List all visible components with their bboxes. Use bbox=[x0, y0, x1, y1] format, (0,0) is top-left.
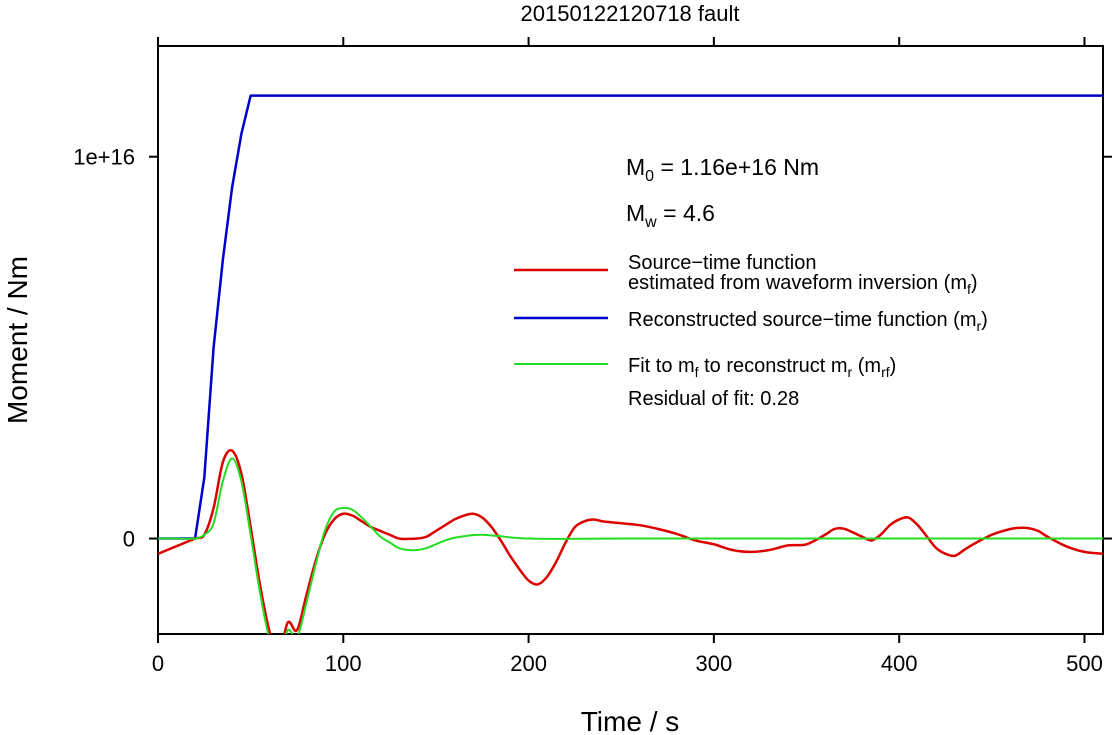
ticks: 0 100 200 300 400 500 0 1e+16 bbox=[73, 37, 1112, 676]
series-line-1 bbox=[158, 449, 1103, 634]
chart-title: 20150122120718 fault bbox=[521, 1, 740, 26]
legend-subscript: f bbox=[695, 364, 699, 380]
y-tick-label: 1e+16 bbox=[73, 145, 135, 170]
legend-label-2: Fit to mf to reconstruct mr (mrf) bbox=[628, 355, 896, 380]
legend-text-part: Fit to m bbox=[628, 355, 695, 377]
legend-text-part: ) bbox=[890, 355, 897, 377]
legend-subscript: r bbox=[848, 364, 853, 380]
x-tick-label: 100 bbox=[325, 651, 362, 676]
mw-annotation: Mw = 4.6 bbox=[626, 200, 715, 231]
x-tick-label: 0 bbox=[152, 651, 164, 676]
plot-frame bbox=[157, 45, 1104, 635]
legend-label-0: Source−time function bbox=[628, 252, 816, 274]
legend-label-1: Reconstructed source−time function (mr) bbox=[628, 309, 988, 334]
legend-text-part: to reconstruct m bbox=[699, 355, 848, 377]
x-axis-title: Time / s bbox=[581, 706, 680, 735]
x-tick-label: 500 bbox=[1066, 651, 1103, 676]
legend-subscript: f bbox=[967, 281, 971, 297]
series-group bbox=[158, 94, 1103, 634]
legend-text-part: Reconstructed source−time function (m bbox=[628, 309, 977, 331]
m0-annotation: M0 = 1.16e+16 Nm bbox=[626, 154, 819, 185]
legend-subscript: r bbox=[977, 318, 982, 334]
mw-value: = 4.6 bbox=[657, 200, 715, 226]
residual-annotation: Residual of fit: 0.28 bbox=[628, 388, 799, 410]
legend-text-part: (m bbox=[852, 355, 881, 377]
legend-text-part: ) bbox=[971, 272, 978, 294]
legend-text-part: ) bbox=[981, 309, 988, 331]
x-tick-label: 400 bbox=[881, 651, 918, 676]
series-line-2 bbox=[158, 457, 1103, 634]
legend-subscript: rf bbox=[881, 364, 890, 380]
mw-base: M bbox=[626, 200, 645, 226]
x-tick-label: 200 bbox=[510, 651, 547, 676]
y-axis-title: Moment / Nm bbox=[2, 256, 33, 424]
x-tick-label: 300 bbox=[696, 651, 733, 676]
legend-label-0-line2: estimated from waveform inversion (mf) bbox=[628, 272, 978, 297]
m0-value: = 1.16e+16 Nm bbox=[654, 154, 819, 180]
m0-base: M bbox=[626, 154, 645, 180]
m0-sub: 0 bbox=[645, 168, 654, 185]
legend-text-part: estimated from waveform inversion (m bbox=[628, 272, 967, 294]
y-tick-label: 0 bbox=[123, 527, 135, 552]
mw-sub: w bbox=[644, 214, 657, 231]
legend-text-part: Source−time function bbox=[628, 252, 816, 274]
series-line-0 bbox=[158, 94, 1103, 540]
